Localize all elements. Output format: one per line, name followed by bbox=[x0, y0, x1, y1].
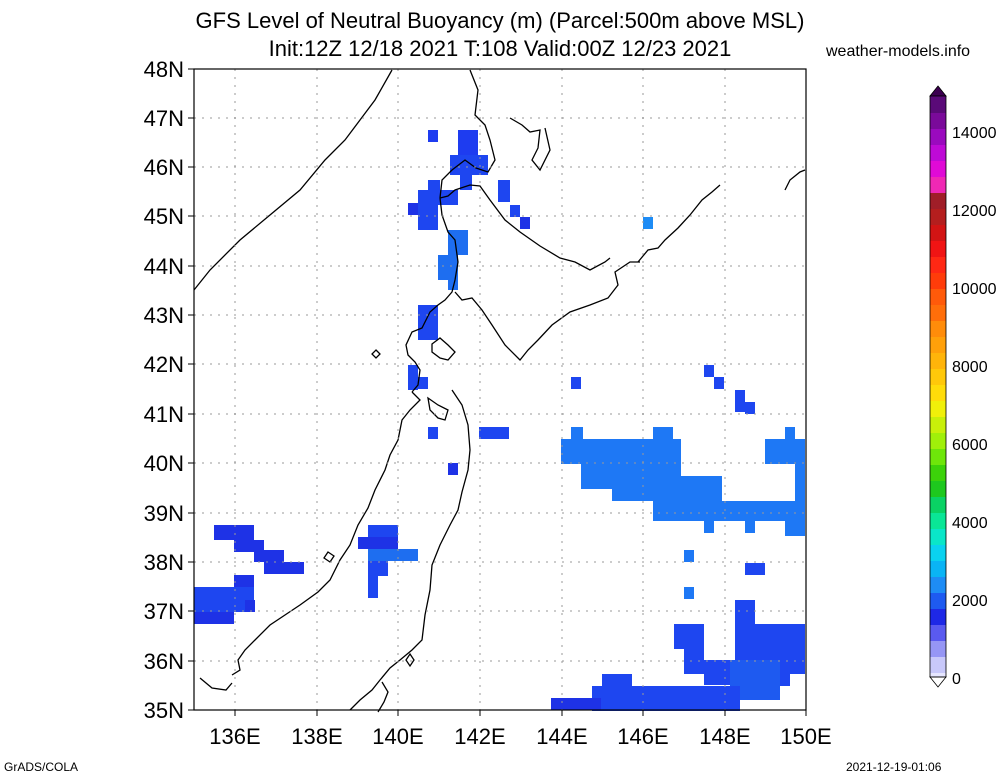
colorbar-label: 10000 bbox=[952, 281, 997, 298]
buoyancy-shading bbox=[194, 130, 805, 711]
lat-labels: 48N 47N 46N 45N 44N 43N 42N 41N 40N 39N … bbox=[144, 57, 184, 723]
colorbar-label: 2000 bbox=[952, 593, 988, 610]
lon-label: 150E bbox=[780, 724, 831, 749]
lat-label: 48N bbox=[144, 57, 184, 82]
lat-label: 37N bbox=[144, 599, 184, 624]
lon-label: 142E bbox=[454, 724, 505, 749]
colorbar-label: 4000 bbox=[952, 515, 988, 532]
colorbar-label: 0 bbox=[952, 671, 961, 688]
lat-label: 35N bbox=[144, 698, 184, 723]
footer-right: 2021-12-19-01:06 bbox=[846, 760, 942, 774]
lat-label: 45N bbox=[144, 204, 184, 229]
lat-label: 40N bbox=[144, 451, 184, 476]
lon-label: 136E bbox=[209, 724, 260, 749]
colorbar bbox=[929, 85, 947, 688]
colorbar-labels: 14000 12000 10000 8000 6000 4000 2000 0 bbox=[952, 125, 997, 688]
lon-label: 148E bbox=[699, 724, 750, 749]
site-credit: weather-models.info bbox=[826, 43, 971, 60]
lon-label: 144E bbox=[536, 724, 587, 749]
lon-label: 138E bbox=[291, 724, 342, 749]
lat-label: 46N bbox=[144, 155, 184, 180]
lon-label: 140E bbox=[372, 724, 423, 749]
lon-label: 146E bbox=[617, 724, 668, 749]
lat-label: 41N bbox=[144, 402, 184, 427]
colorbar-label: 6000 bbox=[952, 437, 988, 454]
colorbar-label: 12000 bbox=[952, 203, 997, 220]
lat-label: 42N bbox=[144, 352, 184, 377]
lat-label: 36N bbox=[144, 649, 184, 674]
map-subtitle: Init:12Z 12/18 2021 T:108 Valid:00Z 12/2… bbox=[268, 36, 732, 61]
coastline bbox=[193, 69, 806, 713]
lon-labels: 136E 138E 140E 142E 144E 146E 148E 150E bbox=[209, 724, 831, 749]
map-frame bbox=[193, 68, 807, 711]
lat-label: 47N bbox=[144, 106, 184, 131]
footer-left: GrADS/COLA bbox=[4, 760, 79, 774]
map-title: GFS Level of Neutral Buoyancy (m) (Parce… bbox=[195, 8, 805, 33]
colorbar-label: 8000 bbox=[952, 359, 988, 376]
lat-label: 43N bbox=[144, 303, 184, 328]
lat-label: 44N bbox=[144, 254, 184, 279]
grid-lines bbox=[194, 69, 806, 710]
axis-ticks bbox=[188, 68, 807, 716]
lat-label: 39N bbox=[144, 501, 184, 526]
colorbar-label: 14000 bbox=[952, 125, 997, 142]
lat-label: 38N bbox=[144, 550, 184, 575]
